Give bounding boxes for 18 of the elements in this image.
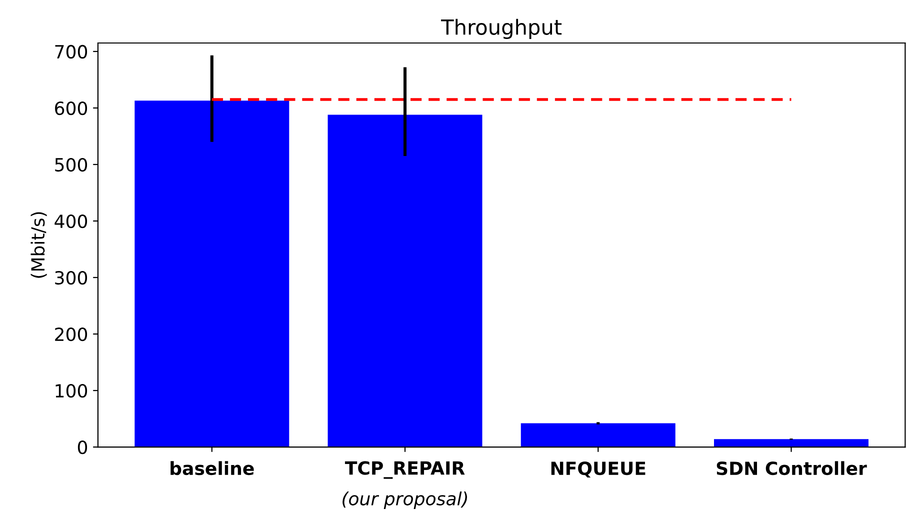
y-tick-label: 700 [55, 44, 88, 59]
y-axis-title: (Mbit/s) [30, 212, 47, 278]
bar [714, 439, 868, 448]
chart-title: Throughput [441, 18, 562, 39]
x-tick-label: baseline [170, 461, 254, 476]
x-tick-label: SDN Controller [716, 461, 867, 476]
bar [328, 114, 482, 448]
x-tick-label: TCP_REPAIR (our proposal) [342, 461, 468, 509]
y-tick-label: 200 [55, 327, 88, 342]
y-tick-label: 600 [55, 101, 88, 116]
y-tick-label: 500 [55, 158, 88, 172]
bar [134, 100, 290, 448]
y-tick-label: 0 [78, 440, 88, 454]
y-tick-label: 400 [54, 214, 88, 228]
x-tick-label: NFQUEUE [551, 461, 646, 478]
bar [520, 423, 676, 448]
y-tick-label: 300 [55, 270, 88, 285]
y-tick-label: 100 [56, 384, 88, 398]
